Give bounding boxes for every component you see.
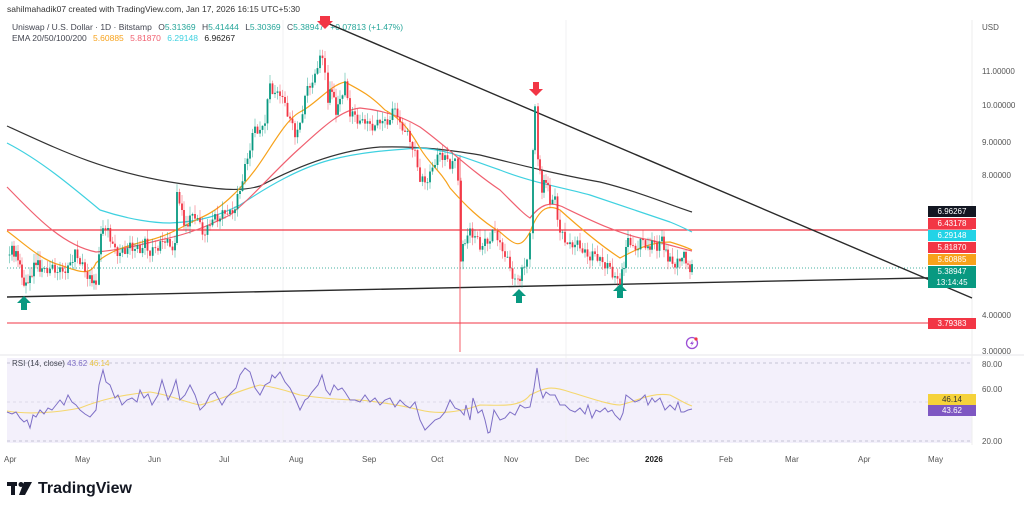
time-label-aug: Aug xyxy=(289,455,304,464)
currency-label: USD xyxy=(982,23,999,32)
time-label-mar: Mar xyxy=(785,455,799,464)
price-tag-countdown: 13:14:45 xyxy=(928,277,976,288)
svg-text:80.00: 80.00 xyxy=(982,360,1003,369)
arrow-up-icon xyxy=(17,296,31,310)
rsi-legend[interactable]: RSI (14, close) 43.62 46.14 xyxy=(12,359,109,368)
tradingview-brand: TradingView xyxy=(38,480,132,497)
rsi-value: 43.62 xyxy=(67,359,88,368)
time-label-2026: 2026 xyxy=(645,455,663,464)
tradingview-logo-icon xyxy=(7,482,32,495)
time-label-oct: Oct xyxy=(431,455,444,464)
ohlc-row: Uniswap / U.S. Dollar · 1D · Bitstamp O5… xyxy=(12,22,407,33)
svg-text:4.00000: 4.00000 xyxy=(982,311,1011,320)
price-tag-last: 5.38947 xyxy=(928,266,976,277)
svg-text:20.00: 20.00 xyxy=(982,437,1003,446)
tradingview-logo[interactable]: TradingView xyxy=(7,480,132,498)
arrow-up-icon xyxy=(512,289,526,303)
chart-credit: sahilmahadik07 created with TradingView.… xyxy=(7,4,301,14)
flash-alert-icon[interactable] xyxy=(685,336,699,350)
time-label-may-2026: May xyxy=(928,455,944,464)
time-label-jun: Jun xyxy=(148,455,161,464)
price-tag-ema50: 5.81870 xyxy=(928,242,976,253)
rsi-ma-value: 46.14 xyxy=(89,359,110,368)
ohlc-change: +0.07813 (+1.47%) xyxy=(330,22,404,32)
ema50-value: 5.81870 xyxy=(130,33,161,43)
ema200-value: 6.96267 xyxy=(204,33,236,43)
time-label-dec: Dec xyxy=(575,455,590,464)
time-label-apr: Apr xyxy=(4,455,17,464)
chart-legend: Uniswap / U.S. Dollar · 1D · Bitstamp O5… xyxy=(12,22,407,44)
arrow-down-icon xyxy=(317,16,333,29)
ema20-line[interactable] xyxy=(6,81,693,273)
symbol-title[interactable]: Uniswap / U.S. Dollar · 1D · Bitstamp xyxy=(12,22,152,32)
svg-text:9.00000: 9.00000 xyxy=(982,138,1011,147)
price-tag-ema20: 5.60885 xyxy=(928,254,976,265)
svg-text:8.00000: 8.00000 xyxy=(982,171,1011,180)
price-tag-ema100: 6.29148 xyxy=(928,230,976,241)
time-label-jul: Jul xyxy=(219,455,230,464)
arrow-up-icon xyxy=(613,284,627,298)
svg-text:10.00000: 10.00000 xyxy=(982,101,1016,110)
ema200-line[interactable] xyxy=(6,125,693,213)
vertical-grid xyxy=(282,20,567,443)
svg-text:60.00: 60.00 xyxy=(982,385,1003,394)
price-tag-resistance: 6.43178 xyxy=(928,218,976,229)
ascending-trendline[interactable] xyxy=(6,276,973,298)
ohlc-close: C5.38947 xyxy=(287,22,324,32)
ohlc-low: L5.30369 xyxy=(245,22,281,32)
time-label-feb: Feb xyxy=(719,455,733,464)
price-axis[interactable]: USD 11.00000 10.00000 9.00000 8.00000 4.… xyxy=(982,23,1016,356)
ema100-value: 6.29148 xyxy=(167,33,198,43)
ohlc-open: O5.31369 xyxy=(158,22,196,32)
rsi-pane-bg xyxy=(7,358,972,443)
rsi-label: RSI (14, close) xyxy=(12,359,65,368)
arrow-markers xyxy=(17,16,627,310)
ema-label[interactable]: EMA 20/50/100/200 xyxy=(12,33,87,43)
time-label-may: May xyxy=(75,455,91,464)
price-tag-support: 3.79383 xyxy=(928,318,976,329)
descending-trendline[interactable] xyxy=(319,19,973,299)
rsi-line xyxy=(6,367,693,434)
rsi-pane[interactable] xyxy=(6,362,972,442)
rsi-axis[interactable]: 80.00 60.00 20.00 xyxy=(982,360,1003,446)
time-label-nov: Nov xyxy=(504,455,519,464)
ema20-value: 5.60885 xyxy=(93,33,124,43)
svg-text:11.00000: 11.00000 xyxy=(982,67,1015,76)
ema-row: EMA 20/50/100/200 5.60885 5.81870 6.2914… xyxy=(12,33,407,44)
time-label-apr-2026: Apr xyxy=(858,455,871,464)
rsi-tag: 43.62 xyxy=(928,405,976,416)
svg-text:3.00000: 3.00000 xyxy=(982,347,1011,356)
ohlc-high: H5.41444 xyxy=(201,22,239,32)
arrow-down-icon xyxy=(529,82,543,96)
rsi-ma-tag: 46.14 xyxy=(928,394,976,405)
time-label-sep: Sep xyxy=(362,455,377,464)
candlesticks[interactable] xyxy=(8,49,693,295)
ema100-line[interactable] xyxy=(6,142,693,233)
price-tag-ema200: 6.96267 xyxy=(928,206,976,217)
